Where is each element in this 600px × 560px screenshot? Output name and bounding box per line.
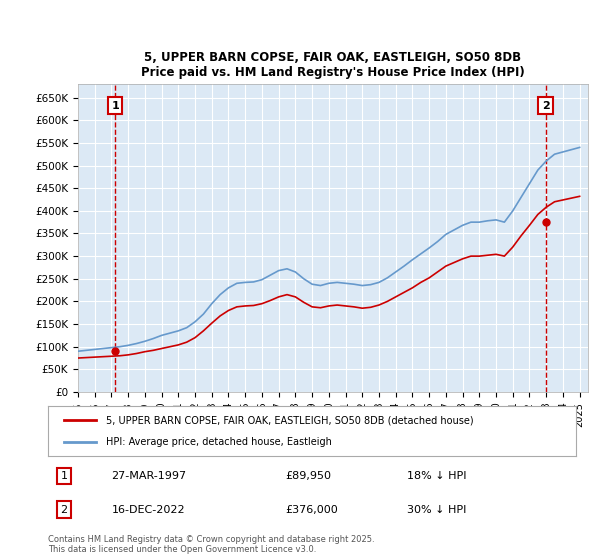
Text: 5, UPPER BARN COPSE, FAIR OAK, EASTLEIGH, SO50 8DB (detached house): 5, UPPER BARN COPSE, FAIR OAK, EASTLEIGH… [106,415,474,425]
Text: £376,000: £376,000 [286,505,338,515]
Text: HPI: Average price, detached house, Eastleigh: HPI: Average price, detached house, East… [106,437,332,447]
Text: 1: 1 [61,471,67,481]
Text: 16-DEC-2022: 16-DEC-2022 [112,505,185,515]
Text: 30% ↓ HPI: 30% ↓ HPI [407,505,466,515]
Text: 2: 2 [60,505,67,515]
Text: Contains HM Land Registry data © Crown copyright and database right 2025.
This d: Contains HM Land Registry data © Crown c… [48,535,374,554]
Text: 2: 2 [542,101,550,110]
Text: 18% ↓ HPI: 18% ↓ HPI [407,471,467,481]
Text: £89,950: £89,950 [286,471,332,481]
Text: 27-MAR-1997: 27-MAR-1997 [112,471,187,481]
Text: 1: 1 [112,101,119,110]
Title: 5, UPPER BARN COPSE, FAIR OAK, EASTLEIGH, SO50 8DB
Price paid vs. HM Land Regist: 5, UPPER BARN COPSE, FAIR OAK, EASTLEIGH… [141,50,525,78]
